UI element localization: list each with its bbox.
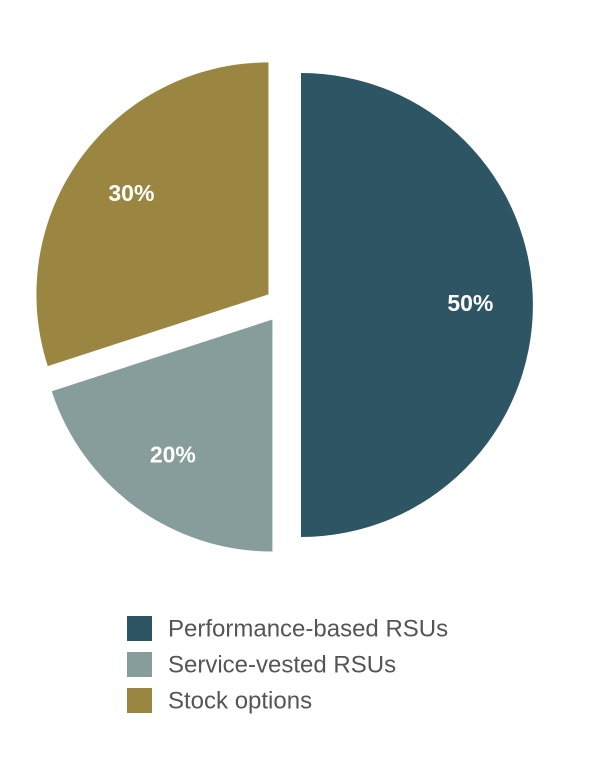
pie-slice — [51, 319, 273, 552]
value-label: 50% — [447, 290, 493, 316]
pie-slice — [36, 62, 269, 367]
legend-label: Performance-based RSUs — [168, 615, 448, 642]
legend-swatch — [127, 616, 152, 641]
value-label: 20% — [150, 442, 196, 468]
legend-label: Stock options — [168, 687, 312, 714]
legend-label: Service-vested RSUs — [168, 651, 396, 678]
value-label: 30% — [108, 180, 154, 206]
legend-swatch — [127, 652, 152, 677]
legend-swatch — [127, 688, 152, 713]
pie-slice — [301, 73, 533, 537]
